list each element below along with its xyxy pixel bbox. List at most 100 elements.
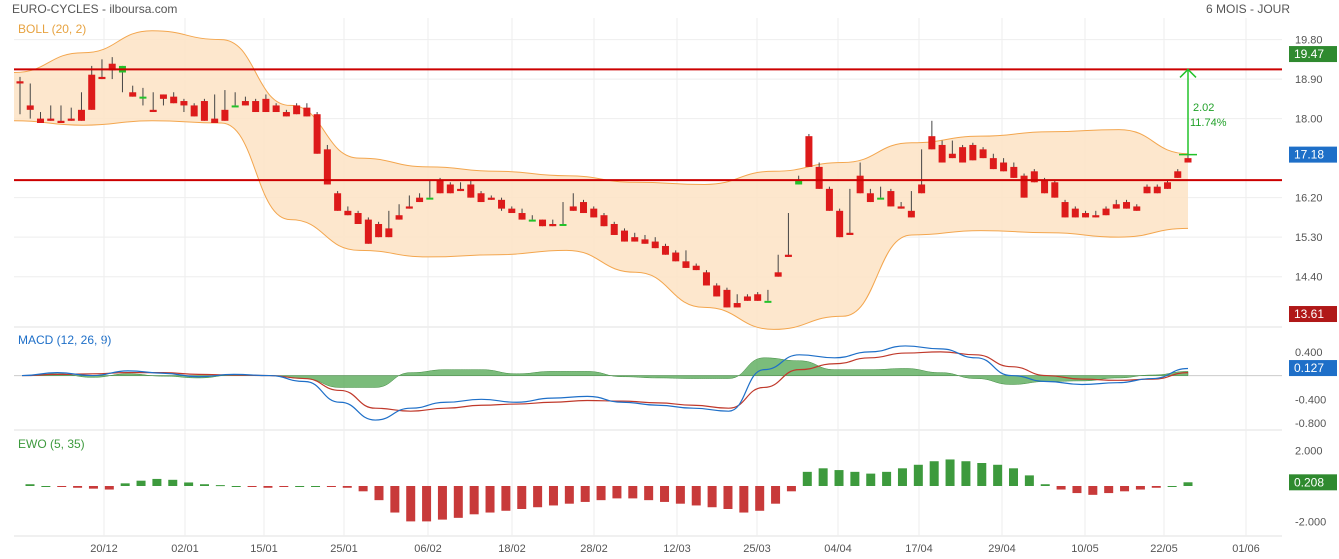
ewo-bar xyxy=(771,486,781,504)
y-tick-label: 15.30 xyxy=(1295,232,1323,244)
candle-body xyxy=(200,101,208,121)
candle-body xyxy=(1082,213,1090,218)
candle-body xyxy=(149,109,157,113)
ewo-bar xyxy=(231,486,241,487)
ewo-bar xyxy=(437,486,447,520)
ewo-bar xyxy=(707,486,717,508)
candle-body xyxy=(620,230,628,242)
ewo-panel xyxy=(25,459,1193,522)
bollinger-upper-line xyxy=(13,30,1189,185)
candle-body xyxy=(354,213,362,224)
lower-price-tag-bg xyxy=(1289,306,1337,323)
candle-body xyxy=(856,175,864,194)
ewo-panel-label: EWO (5, 35) xyxy=(18,437,85,451)
x-tick-label: 29/04 xyxy=(988,543,1016,555)
ewo-bar xyxy=(390,486,400,513)
candle-body xyxy=(702,272,710,286)
macd-y-tick-label: -0.400 xyxy=(1295,394,1326,406)
candle-body xyxy=(723,289,731,308)
x-tick-label: 28/02 xyxy=(580,543,608,555)
candle-body xyxy=(672,252,680,262)
ewo-bar xyxy=(1104,486,1114,494)
macd-panel-label: MACD (12, 26, 9) xyxy=(18,333,112,347)
macd-last-tag-bg xyxy=(1289,360,1337,377)
ewo-bar xyxy=(945,459,955,486)
candle-body xyxy=(334,193,342,211)
ewo-bar xyxy=(73,486,83,488)
candle-body xyxy=(508,208,516,214)
chart-title: EURO-CYCLES - ilboursa.com xyxy=(12,2,178,16)
candle-body xyxy=(805,136,813,167)
ewo-bar xyxy=(755,486,765,511)
candle-body xyxy=(979,149,987,159)
candle-body xyxy=(426,197,434,200)
candle-body xyxy=(272,105,280,113)
candle-body xyxy=(518,213,526,220)
candle-body xyxy=(313,114,321,154)
candle-body xyxy=(47,118,55,121)
ewo-bar xyxy=(818,468,828,486)
ewo-bar xyxy=(548,486,558,506)
ewo-bar xyxy=(691,486,701,506)
ewo-bar xyxy=(564,486,574,504)
candle-body xyxy=(457,188,465,192)
ewo-bar xyxy=(1183,482,1193,486)
candle-body xyxy=(754,294,762,301)
ewo-bar xyxy=(342,486,352,488)
candle-body xyxy=(580,202,588,214)
candle-body xyxy=(1164,182,1172,189)
period-label: 6 MOIS - JOUR xyxy=(1205,2,1290,16)
candle-body xyxy=(866,193,874,203)
candle-body xyxy=(1102,208,1110,216)
candle-body xyxy=(733,303,741,308)
macd-line xyxy=(21,345,1189,421)
ewo-bar xyxy=(786,486,796,492)
candle-body xyxy=(262,98,270,113)
ewo-bar xyxy=(168,479,178,486)
ewo-bar xyxy=(57,486,67,487)
lower-price-tag: 13.61 xyxy=(1294,307,1324,321)
x-tick-label: 15/01 xyxy=(250,543,278,555)
candle-body xyxy=(661,245,669,255)
ewo-bar xyxy=(580,486,590,502)
x-tick-label: 25/01 xyxy=(330,543,358,555)
candle-body xyxy=(610,224,618,235)
candle-body xyxy=(436,180,444,194)
candle-body xyxy=(221,109,229,121)
candle-body xyxy=(477,193,485,203)
candle-body xyxy=(416,197,424,203)
ewo-bar xyxy=(215,485,225,487)
target-percent-label: 11.74% xyxy=(1190,117,1227,129)
ewo-bar xyxy=(913,464,923,486)
ewo-bar xyxy=(326,486,336,487)
candle-body xyxy=(784,254,792,257)
candle-body xyxy=(969,144,977,161)
candle-body xyxy=(764,300,772,303)
ewo-bar xyxy=(1056,486,1066,490)
candle-body xyxy=(26,105,34,110)
ewo-bar xyxy=(501,486,511,511)
ewo-bar xyxy=(485,486,495,513)
x-tick-label: 20/12 xyxy=(90,543,118,555)
y-tick-label: 19.80 xyxy=(1295,35,1323,47)
candle-body xyxy=(1071,208,1079,218)
y-tick-label: 16.20 xyxy=(1295,193,1323,205)
candle-body xyxy=(836,210,844,238)
ewo-bar xyxy=(739,486,749,513)
candle-body xyxy=(528,219,536,222)
candle-body xyxy=(743,296,751,301)
ewo-bar xyxy=(660,486,670,502)
candle-body xyxy=(549,224,557,227)
bollinger-panel: 2.02 11.74% xyxy=(13,30,1282,330)
ewo-bar xyxy=(311,486,321,487)
candle-body xyxy=(36,118,44,123)
candle-body xyxy=(498,199,506,209)
x-tick-label: 22/05 xyxy=(1150,543,1178,555)
candle-body xyxy=(98,76,106,80)
candle-body xyxy=(1143,186,1151,194)
candle-body xyxy=(682,261,690,268)
x-tick-label: 12/03 xyxy=(663,543,691,555)
signal-line xyxy=(21,351,1189,412)
candle-body xyxy=(108,63,116,71)
candle-body xyxy=(559,224,567,226)
